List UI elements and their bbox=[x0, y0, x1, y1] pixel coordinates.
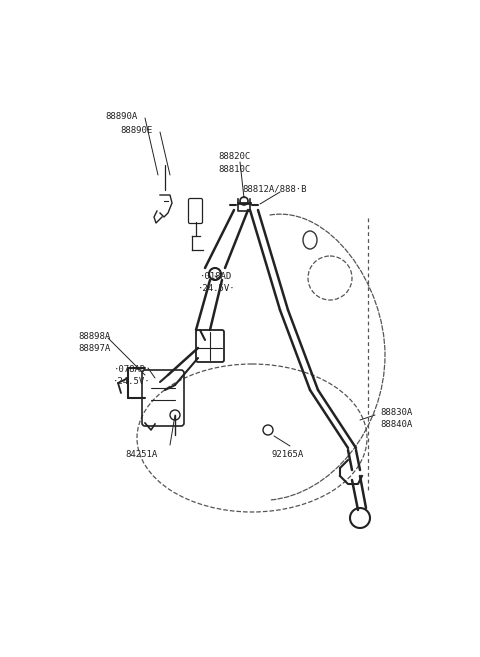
Text: 84251A: 84251A bbox=[125, 450, 157, 459]
Text: 88890E: 88890E bbox=[120, 126, 152, 135]
Text: 88898A: 88898A bbox=[78, 332, 110, 341]
Text: 88812A/888·B: 88812A/888·B bbox=[242, 185, 307, 194]
Text: ·24.5V·: ·24.5V· bbox=[198, 284, 236, 293]
Text: 88830A: 88830A bbox=[380, 408, 412, 417]
Text: 88897A: 88897A bbox=[78, 344, 110, 353]
Circle shape bbox=[263, 425, 273, 435]
Text: ·078AD: ·078AD bbox=[114, 365, 146, 374]
Text: 88840A: 88840A bbox=[380, 420, 412, 429]
Text: 88890A: 88890A bbox=[105, 112, 137, 121]
Text: 92165A: 92165A bbox=[272, 450, 304, 459]
Text: 88820C: 88820C bbox=[218, 152, 250, 161]
Text: ·24.5V·: ·24.5V· bbox=[113, 377, 151, 386]
Text: ·018AD: ·018AD bbox=[200, 272, 232, 281]
Text: 88810C: 88810C bbox=[218, 165, 250, 174]
Circle shape bbox=[170, 410, 180, 420]
